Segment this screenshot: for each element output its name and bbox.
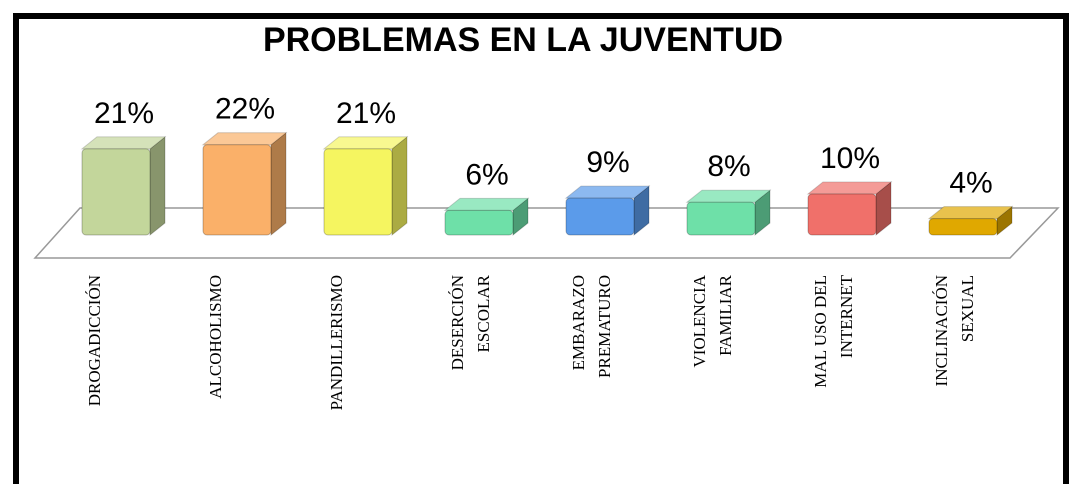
value-label: 6% <box>465 158 508 191</box>
bar <box>806 180 893 237</box>
bar-side-shade <box>634 186 649 235</box>
floor <box>33 207 1060 259</box>
bar <box>322 135 409 237</box>
value-label: 4% <box>949 167 992 200</box>
bar-top-light <box>929 206 1012 219</box>
bar-top-light <box>82 136 165 149</box>
bar-top-light <box>445 198 528 211</box>
bar-top-light <box>324 136 407 149</box>
bar-top-light <box>808 182 891 194</box>
value-label: 21% <box>94 97 154 130</box>
bar-front <box>565 197 635 236</box>
category-label: ALCOHOLISMO <box>206 275 225 399</box>
bar-side-shade <box>271 132 286 235</box>
bar <box>927 205 1014 237</box>
category-label: DROGADICCIÓN <box>85 275 104 406</box>
bar <box>564 185 651 237</box>
category-label: VIOLENCIA FAMILIAR <box>690 274 735 367</box>
value-label: 10% <box>820 142 880 175</box>
category-label: DESERCIÓN ESCOLAR <box>448 274 493 370</box>
chart-title: PROBLEMAS EN LA JUVENTUD <box>263 21 783 59</box>
bar-front <box>928 218 998 236</box>
value-label: 22% <box>215 93 275 126</box>
category-label: EMBARAZO PREMATURO <box>569 275 614 378</box>
bar-side-shade <box>392 136 407 235</box>
bar-top-light <box>203 132 286 145</box>
bar-front <box>807 193 877 236</box>
bar <box>685 189 772 237</box>
category-label: PANDILLERISMO <box>327 275 346 410</box>
bar-front <box>686 201 756 236</box>
bar <box>80 135 167 237</box>
bar-front <box>202 144 272 236</box>
bar-top-light <box>566 186 649 199</box>
bar-side-shade <box>876 182 891 235</box>
bar-front <box>81 148 151 236</box>
bar-side-shade <box>755 190 770 235</box>
bar <box>201 131 288 237</box>
bar-side-shade <box>150 136 165 235</box>
category-label: INCLINACIÓN SEXUAL <box>932 275 977 386</box>
value-label: 8% <box>707 150 750 183</box>
bar-front <box>323 148 393 236</box>
category-label: MAL USO DEL INTERNET <box>811 274 856 387</box>
bar-front <box>444 209 514 236</box>
frame <box>13 13 1069 484</box>
bar-side-shade <box>513 198 528 235</box>
bar-top-light <box>687 190 770 203</box>
value-label: 21% <box>336 97 396 130</box>
bar-side-shade <box>997 206 1012 235</box>
bar <box>443 197 530 237</box>
value-label: 9% <box>586 146 629 179</box>
